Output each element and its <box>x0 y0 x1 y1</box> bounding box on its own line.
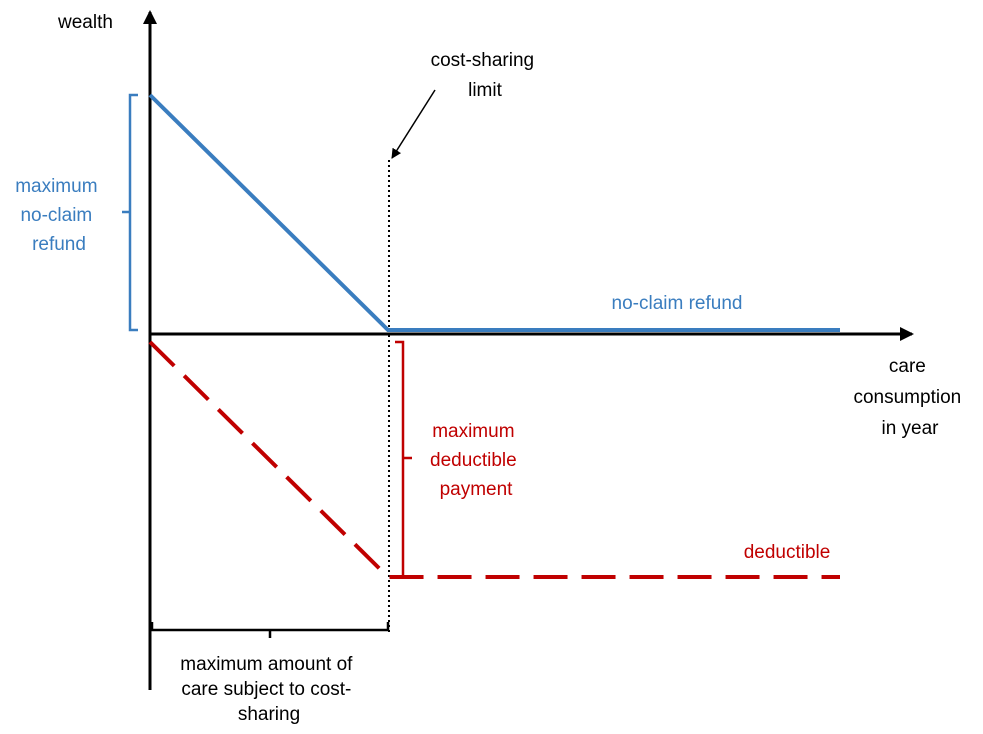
care-bracket <box>150 622 390 638</box>
max-care-label: maximum amount of care subject to cost- … <box>180 654 357 725</box>
max-refund-line: no-claim <box>20 205 92 226</box>
x-label-line: consumption <box>853 387 961 408</box>
refund-label: no-claim refund <box>612 293 743 314</box>
max-refund-label: maximum no-claim refund <box>15 176 103 255</box>
max-deductible-line: payment <box>440 479 514 500</box>
deductible-bracket <box>395 340 412 579</box>
limit-label: cost-sharing limit <box>431 50 540 101</box>
refund-bracket <box>122 93 138 332</box>
max-refund-line: refund <box>32 234 86 255</box>
deductible-line <box>148 340 840 579</box>
limit-label-line: cost-sharing <box>431 50 535 71</box>
limit-label-line: limit <box>468 80 502 101</box>
x-label-line: care <box>889 356 926 377</box>
deductible-label: deductible <box>744 542 831 563</box>
limit-arrow <box>391 89 436 159</box>
y-label: wealth <box>57 12 113 33</box>
max-deductible-line: deductible <box>430 450 517 471</box>
max-care-line: maximum amount of <box>180 654 353 675</box>
max-care-line: sharing <box>238 704 300 725</box>
max-deductible-label: maximum deductible payment <box>430 421 522 500</box>
max-deductible-line: maximum <box>432 421 514 442</box>
refund-line <box>148 93 840 332</box>
x-label-line: in year <box>881 418 939 439</box>
x-label: care consumption in year <box>853 356 966 439</box>
max-care-line: care subject to cost- <box>181 679 351 700</box>
max-refund-line: maximum <box>15 176 97 197</box>
